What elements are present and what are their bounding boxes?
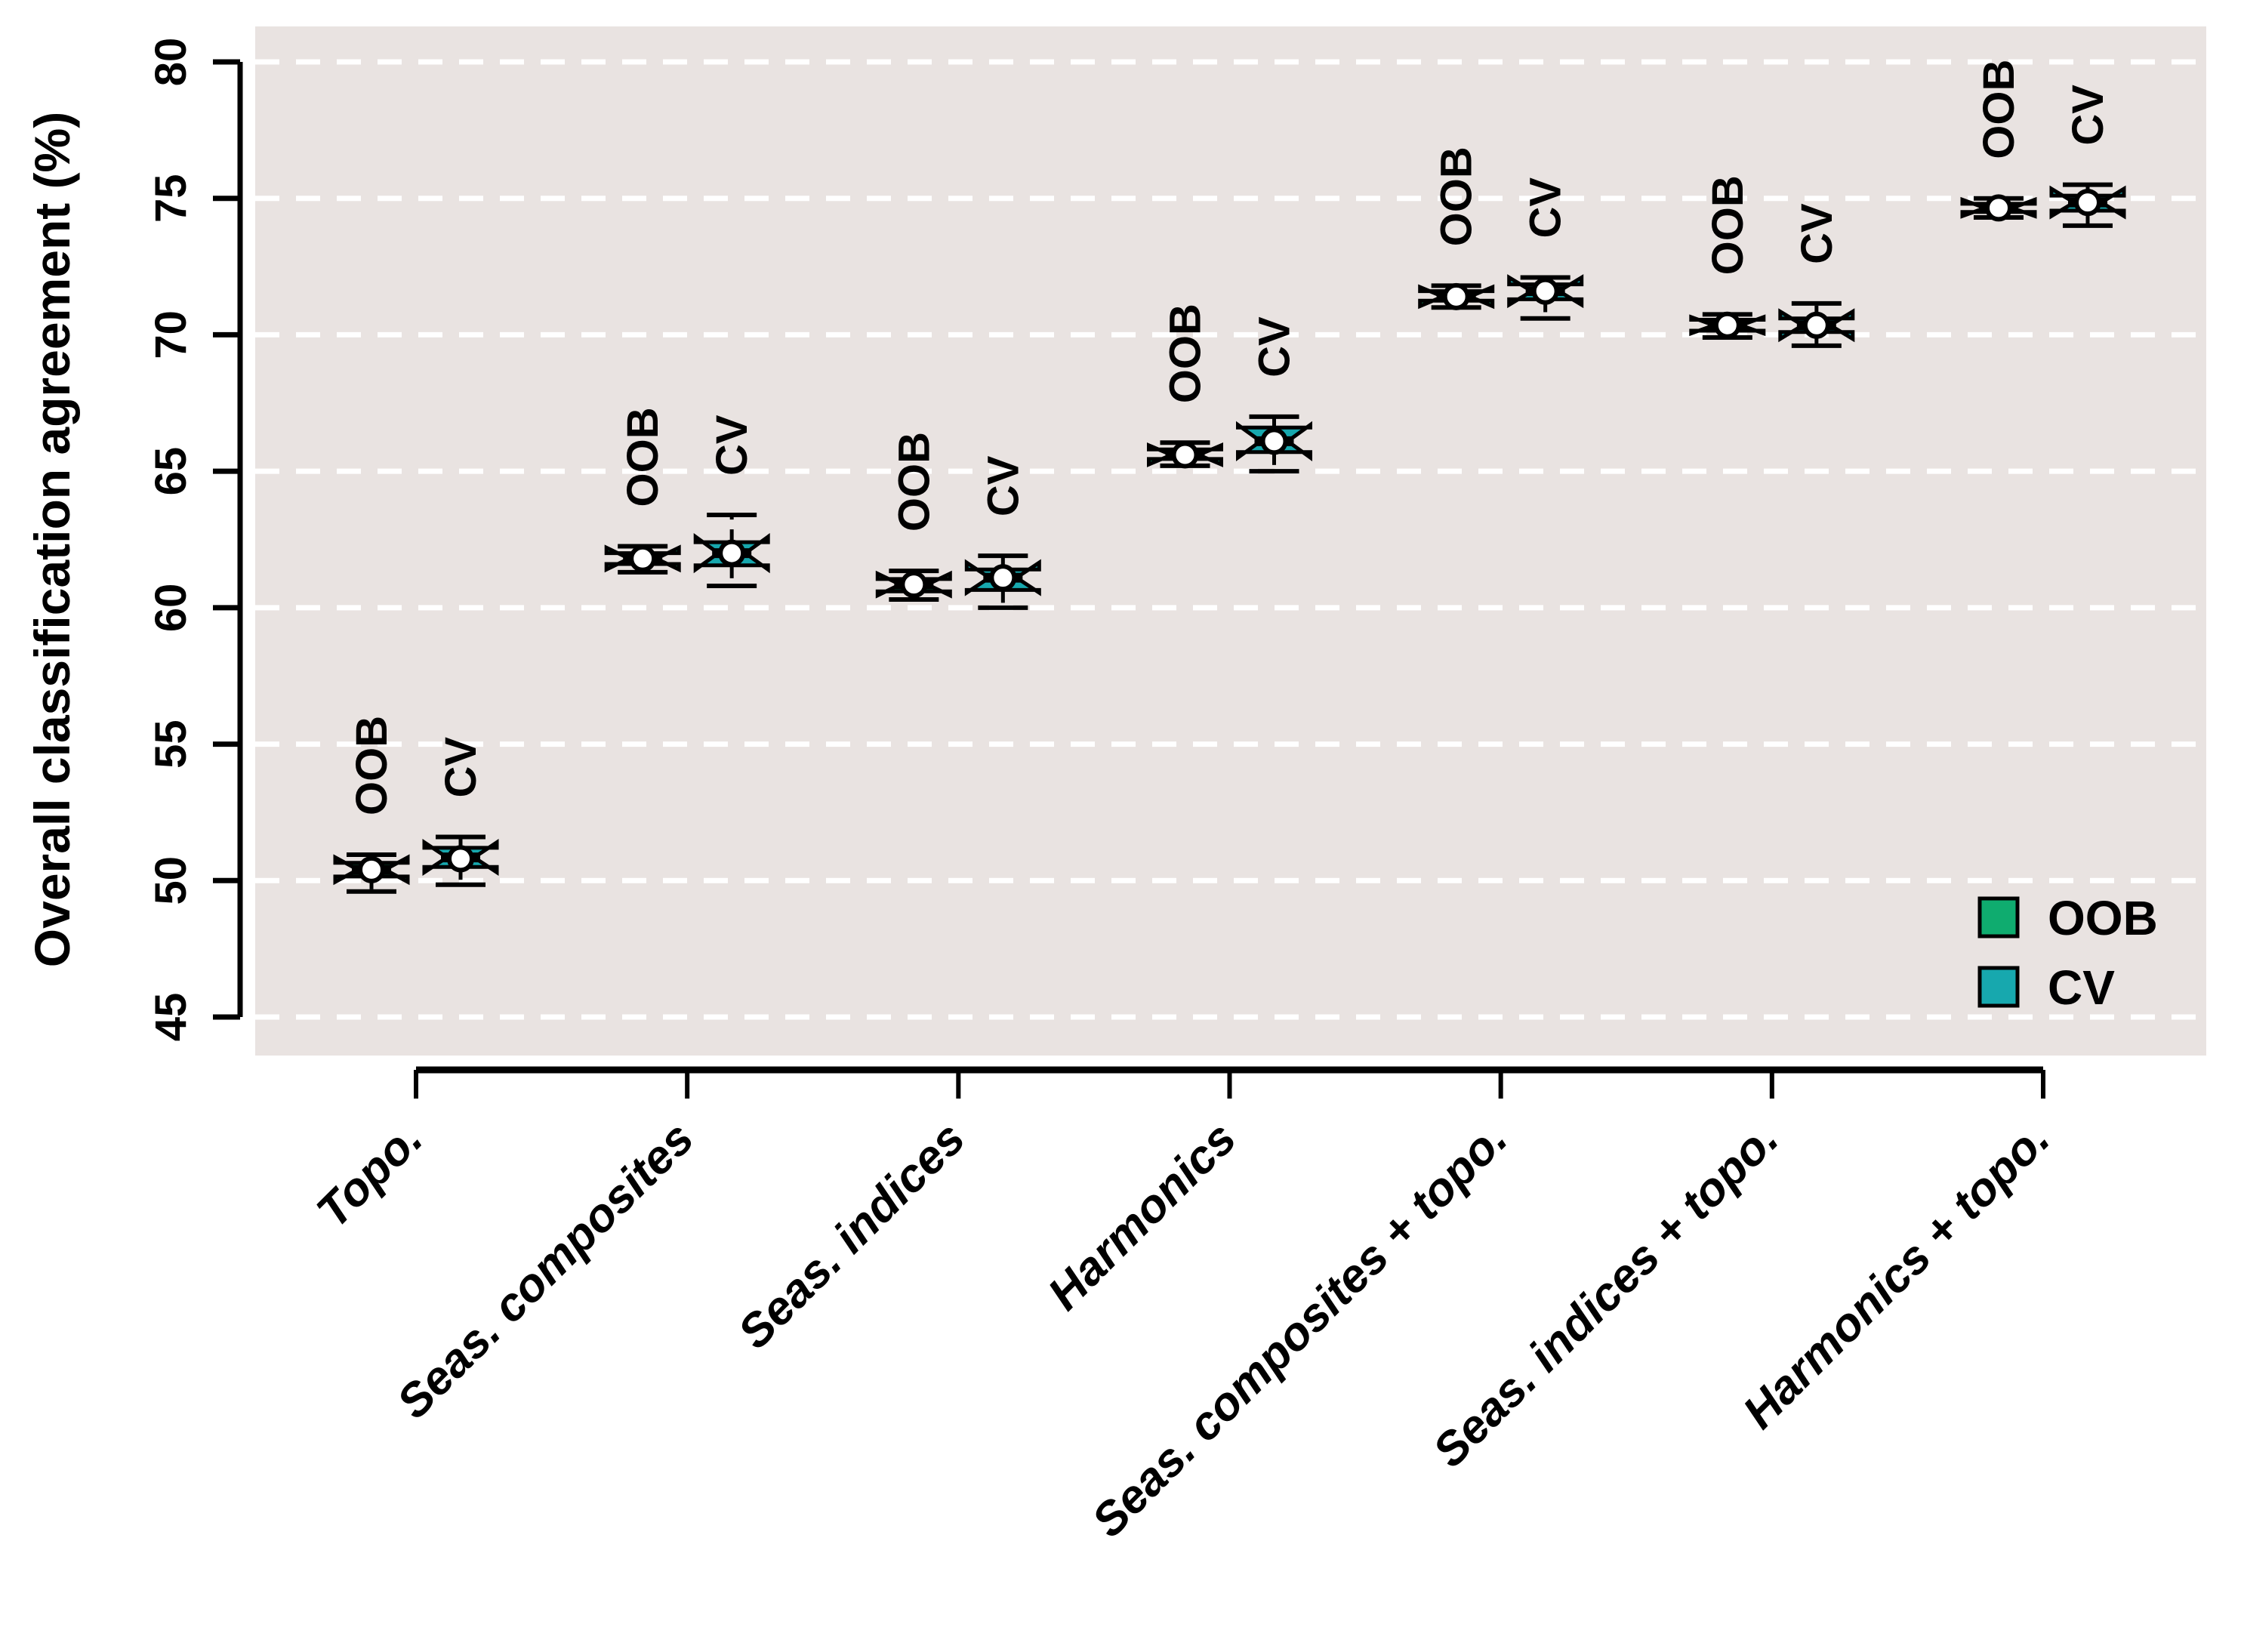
plot-panel-background xyxy=(255,26,2206,1056)
box-annotation-oob-harmonics: OOB xyxy=(1161,304,1210,403)
box-annotation-oob-seas-indices: OOB xyxy=(889,432,939,532)
mean-marker-cv-topo xyxy=(447,845,474,873)
y-tick-label-45: 45 xyxy=(146,993,196,1042)
mean-marker-cv-harmonics xyxy=(1260,427,1288,455)
box-annotation-cv-seas-composites: CV xyxy=(707,415,757,476)
box-annotation-oob-topo: OOB xyxy=(347,716,396,815)
mean-marker-oob-harmonics-topo xyxy=(1985,194,2013,222)
mean-marker-oob-seas-indices-topo xyxy=(1713,311,1741,339)
y-tick-label-60: 60 xyxy=(146,584,196,633)
mean-marker-cv-seas-composites xyxy=(718,539,746,567)
mean-marker-cv-harmonics-topo xyxy=(2074,189,2102,217)
mean-marker-cv-seas-indices-topo xyxy=(1802,311,1830,339)
y-tick-label-80: 80 xyxy=(146,38,196,87)
mean-marker-oob-seas-indices xyxy=(900,571,928,599)
box-annotation-oob-seas-indices-topo: OOB xyxy=(1703,175,1752,275)
mean-marker-cv-seas-indices xyxy=(989,564,1017,592)
mean-marker-oob-topo xyxy=(358,855,385,883)
x-category-label-seas-composites: Seas. composites xyxy=(387,1112,704,1429)
mean-marker-oob-seas-composites-topo xyxy=(1442,282,1470,310)
mean-marker-oob-harmonics xyxy=(1171,441,1199,469)
box-annotation-cv-seas-composites-topo: CV xyxy=(1521,177,1570,239)
box-annotation-cv-seas-indices-topo: CV xyxy=(1792,203,1842,264)
y-axis-title: Overall classification agreement (%) xyxy=(24,112,80,967)
mean-marker-oob-seas-composites xyxy=(629,544,657,572)
y-tick-label-55: 55 xyxy=(146,720,196,769)
legend-label-cv: CV xyxy=(2048,960,2115,1015)
legend-label-oob: OOB xyxy=(2048,891,2158,945)
legend-swatch-cv xyxy=(1977,966,2020,1008)
y-tick-label-75: 75 xyxy=(146,174,196,223)
box-annotation-oob-harmonics-topo: OOB xyxy=(1974,60,2024,159)
x-category-label-topo: Topo. xyxy=(307,1112,432,1237)
y-tick-label-70: 70 xyxy=(146,310,196,359)
box-annotation-cv-harmonics-topo: CV xyxy=(2064,85,2113,146)
box-annotation-cv-topo: CV xyxy=(436,737,485,798)
legend-swatch-oob xyxy=(1977,896,2020,938)
x-category-label-harmonics: Harmonics xyxy=(1038,1112,1246,1320)
x-category-label-harmonics-topo: Harmonics + topo. xyxy=(1733,1112,2059,1438)
y-tick-label-50: 50 xyxy=(146,856,196,905)
y-tick-label-65: 65 xyxy=(146,447,196,496)
box-annotation-cv-seas-indices: CV xyxy=(979,455,1028,516)
x-category-label-seas-indices: Seas. indices xyxy=(729,1112,976,1359)
box-annotation-cv-harmonics: CV xyxy=(1250,316,1299,378)
box-annotation-oob-seas-composites-topo: OOB xyxy=(1432,146,1481,246)
mean-marker-cv-seas-composites-topo xyxy=(1531,277,1559,305)
box-annotation-oob-seas-composites: OOB xyxy=(618,407,667,507)
